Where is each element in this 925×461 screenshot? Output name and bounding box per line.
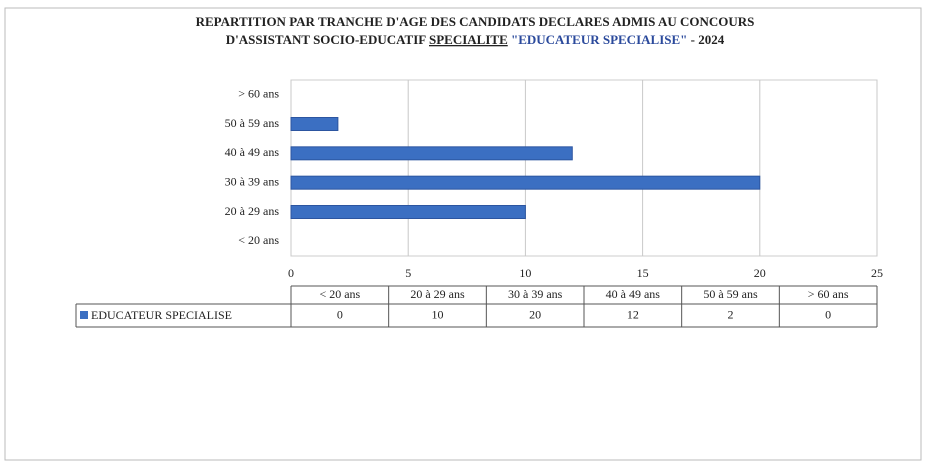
- bar: [290, 175, 761, 190]
- table-value: 10: [432, 307, 444, 321]
- x-tick-label: 10: [519, 266, 531, 280]
- y-tick-label: < 20 ans: [238, 233, 279, 247]
- title-part: SPECIALITE: [429, 32, 508, 47]
- table-value: 0: [825, 307, 831, 321]
- x-tick-label: 20: [754, 266, 766, 280]
- table-value: 2: [728, 307, 734, 321]
- title-part: "EDUCATEUR SPECIALISE": [511, 32, 687, 47]
- table-value: 0: [337, 307, 343, 321]
- table-header: > 60 ans: [808, 287, 849, 301]
- legend-swatch: [80, 311, 88, 319]
- table-header: 20 à 29 ans: [410, 287, 465, 301]
- y-tick-label: 50 à 59 ans: [225, 116, 280, 130]
- y-tick-label: 40 à 49 ans: [225, 145, 280, 159]
- y-tick-label: 20 à 29 ans: [225, 204, 280, 218]
- bar: [290, 146, 573, 161]
- table-header: 30 à 39 ans: [508, 287, 563, 301]
- chart-title: REPARTITION PAR TRANCHE D'AGE DES CANDID…: [196, 14, 755, 29]
- bar: [290, 117, 339, 131]
- title-part: - 2024: [691, 32, 725, 47]
- table-value: 20: [529, 307, 541, 321]
- chart-title: D'ASSISTANT SOCIO-EDUCATIF SPECIALITE "E…: [226, 32, 725, 47]
- table-header: 40 à 49 ans: [606, 287, 661, 301]
- frame: [4, 7, 922, 461]
- title-part: D'ASSISTANT SOCIO-EDUCATIF: [226, 32, 427, 47]
- y-tick-label: > 60 ans: [238, 86, 279, 100]
- legend-label: EDUCATEUR SPECIALISE: [91, 308, 232, 322]
- x-tick-label: 0: [288, 266, 294, 280]
- y-tick-label: 30 à 39 ans: [225, 174, 280, 188]
- bar: [290, 205, 526, 219]
- x-tick-label: 15: [637, 266, 649, 280]
- table-value: 12: [627, 307, 639, 321]
- x-tick-label: 25: [871, 266, 883, 280]
- table-header: < 20 ans: [319, 287, 360, 301]
- x-tick-label: 5: [405, 266, 411, 280]
- table-header: 50 à 59 ans: [703, 287, 758, 301]
